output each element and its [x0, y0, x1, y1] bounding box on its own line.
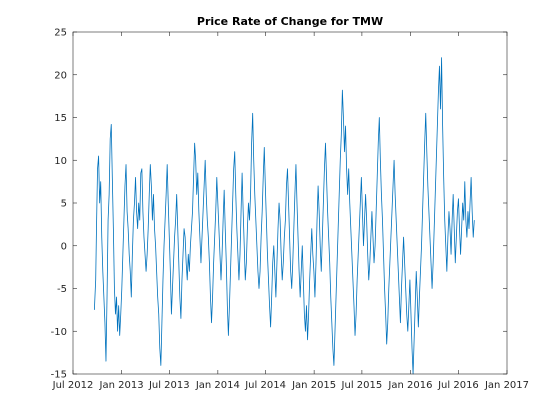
y-tick-label: -5 [57, 284, 67, 295]
x-tick-label: Jul 2014 [244, 380, 286, 391]
y-tick-label: 5 [61, 199, 67, 210]
x-tick-label: Jul 2012 [52, 380, 94, 391]
x-tick-label: Jul 2016 [437, 380, 479, 391]
series-line [93, 57, 475, 375]
y-tick-label: -10 [51, 327, 67, 338]
x-tick-label: Jan 2013 [99, 380, 144, 391]
x-tick-label: Jan 2015 [291, 380, 336, 391]
x-tick-label: Jan 2014 [195, 380, 240, 391]
axes-box [72, 31, 508, 375]
x-tick-label: Jan 2017 [484, 380, 529, 391]
x-axis-ticks: Jul 2012 Jan 2013 Jul 2013 Jan 2014 Jul 2014… [52, 32, 529, 391]
y-tick-label: 15 [54, 113, 67, 124]
y-tick-label: -15 [51, 370, 67, 381]
x-tick-label: Jul 2015 [341, 380, 383, 391]
y-tick-label: 25 [54, 28, 67, 39]
x-tick-label: Jan 2016 [387, 380, 432, 391]
chart-title: Price Rate of Change for TMW [197, 15, 383, 28]
x-tick-label: Jul 2013 [148, 380, 190, 391]
y-tick-label: 10 [54, 156, 67, 167]
series-group [93, 57, 475, 375]
y-tick-label: 20 [54, 70, 67, 81]
y-tick-label: 0 [61, 241, 67, 252]
